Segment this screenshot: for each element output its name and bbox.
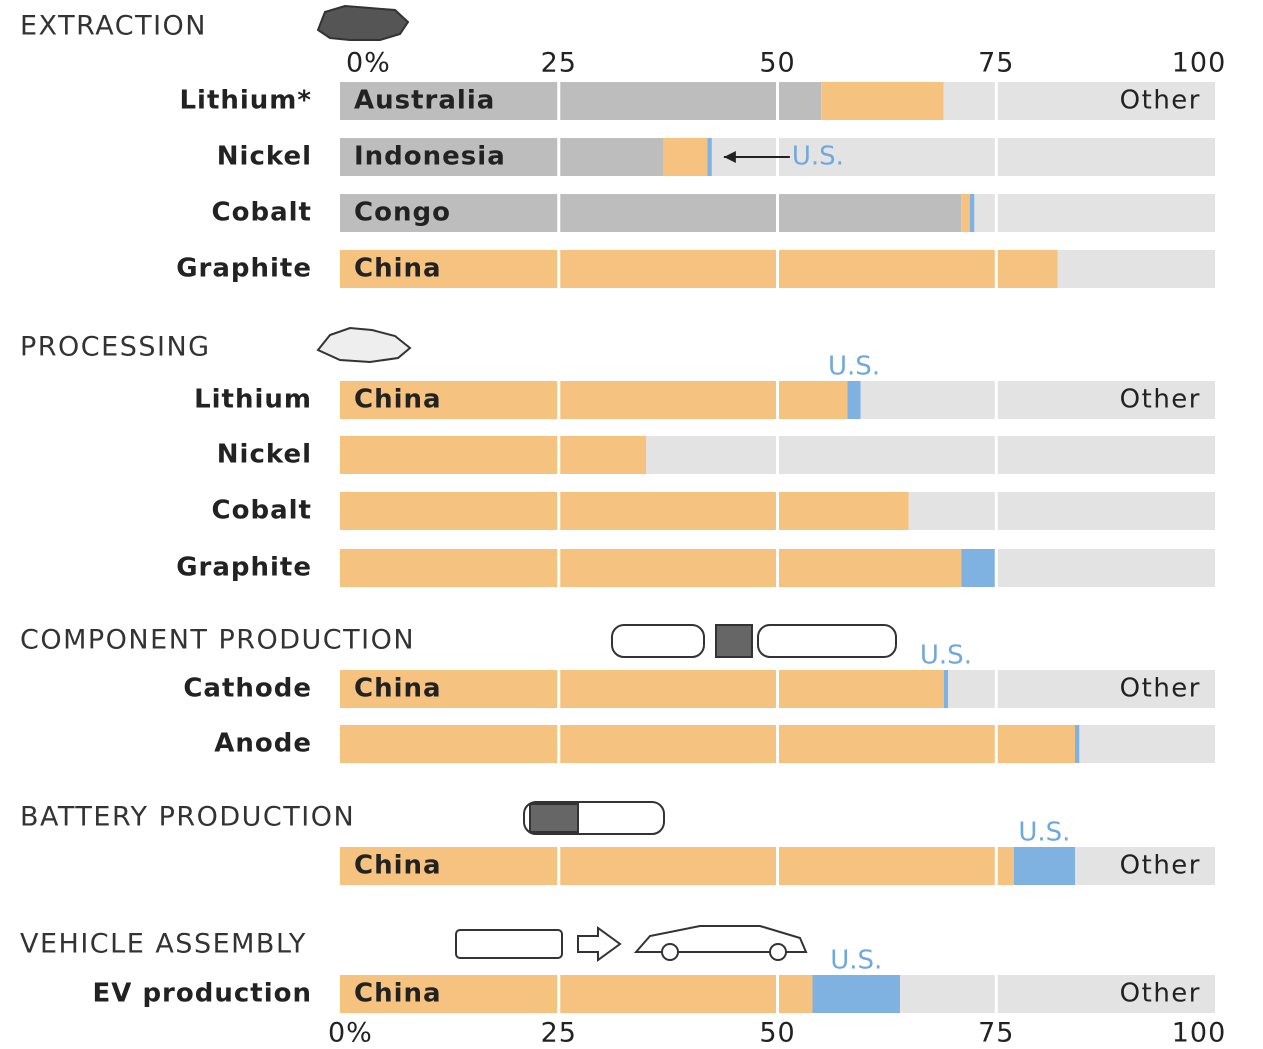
bar-segment: [908, 492, 1215, 530]
segment-label: U.S.: [830, 946, 882, 976]
bar-segment: [340, 381, 848, 419]
icons: [316, 4, 897, 962]
bar-segment: [1075, 725, 1080, 763]
row-label: Anode: [214, 729, 312, 759]
bar-segment: [646, 436, 1215, 474]
bar-segment: [340, 847, 1014, 885]
x-tick-label: 0%: [346, 48, 391, 79]
arrow-head: [723, 151, 736, 163]
x-tick-label: 75: [978, 48, 1014, 79]
row-label: Nickel: [217, 142, 312, 172]
bar-segment: [961, 194, 970, 232]
section-title: EXTRACTION: [20, 11, 207, 42]
bar-segment: [340, 549, 962, 587]
bar-segment: [996, 549, 1215, 587]
section-title: VEHICLE ASSEMBLY: [20, 929, 307, 960]
bar-segment: [340, 250, 1058, 288]
x-tick-label: 25: [541, 1018, 577, 1049]
bar-segment: [943, 82, 1215, 120]
bar-segment: [943, 670, 949, 708]
bar-segment: [860, 381, 1215, 419]
bar-segment: [340, 492, 909, 530]
row-label: Cathode: [183, 674, 312, 704]
segment-label: Congo: [354, 198, 451, 228]
x-tick-label: 75: [978, 1018, 1014, 1049]
segment-label: China: [354, 979, 442, 1009]
x-tick-label: 50: [759, 1018, 795, 1049]
segment-label: Other: [1120, 86, 1201, 116]
segment-label: Other: [1120, 674, 1201, 704]
bar-segment: [340, 975, 813, 1013]
bar-segment: [1075, 847, 1215, 885]
row-label: EV production: [93, 979, 312, 1009]
segment-label: Other: [1120, 851, 1201, 881]
segment-label: U.S.: [792, 142, 844, 172]
x-tick-label: 0%: [328, 1018, 373, 1049]
segment-label: China: [354, 254, 442, 284]
bar-segment: [340, 725, 1075, 763]
row-label: Nickel: [217, 440, 312, 470]
section-title: COMPONENT PRODUCTION: [20, 625, 415, 656]
bar-segment: [970, 194, 975, 232]
row-label: Graphite: [176, 254, 312, 284]
x-tick-label: 100: [1172, 48, 1227, 79]
segment-label: Indonesia: [354, 142, 506, 172]
segment-label: China: [354, 851, 442, 881]
bar-segment: [900, 975, 1215, 1013]
section-title: BATTERY PRODUCTION: [20, 802, 355, 833]
bar-segment: [707, 138, 712, 176]
segment-label: U.S.: [920, 641, 972, 671]
bar-segment: [974, 194, 1215, 232]
bar-segment: [961, 549, 997, 587]
segment-label: Australia: [354, 86, 495, 116]
bar-segment: [340, 82, 822, 120]
row-label: Cobalt: [212, 198, 312, 228]
segment-label: China: [354, 674, 442, 704]
bar-segment: [663, 138, 708, 176]
bar-segment: [1057, 250, 1215, 288]
segment-label: U.S.: [1018, 818, 1070, 848]
segment-label: U.S.: [828, 352, 880, 382]
bar-segment: [340, 436, 647, 474]
row-label: Cobalt: [212, 496, 312, 526]
bar-segment: [812, 975, 900, 1013]
x-tick-label: 50: [759, 48, 795, 79]
bar-segment: [340, 670, 944, 708]
bar-segment: [847, 381, 861, 419]
bar-segment: [340, 194, 962, 232]
segment-label: China: [354, 385, 442, 415]
segment-label: Other: [1120, 385, 1201, 415]
x-tick-label: 100: [1172, 1018, 1227, 1049]
section-title: PROCESSING: [20, 332, 211, 363]
bar-segment: [1079, 725, 1215, 763]
bar-segment: [821, 82, 944, 120]
row-label: Graphite: [176, 553, 312, 583]
segment-label: Other: [1120, 979, 1201, 1009]
x-tick-label: 25: [541, 48, 577, 79]
bar-segment: [711, 138, 1215, 176]
bar-segment: [1013, 847, 1075, 885]
bar-segment: [948, 670, 1215, 708]
row-label: Lithium: [194, 385, 312, 415]
bar-segment: [340, 138, 664, 176]
row-label: Lithium*: [179, 86, 312, 116]
